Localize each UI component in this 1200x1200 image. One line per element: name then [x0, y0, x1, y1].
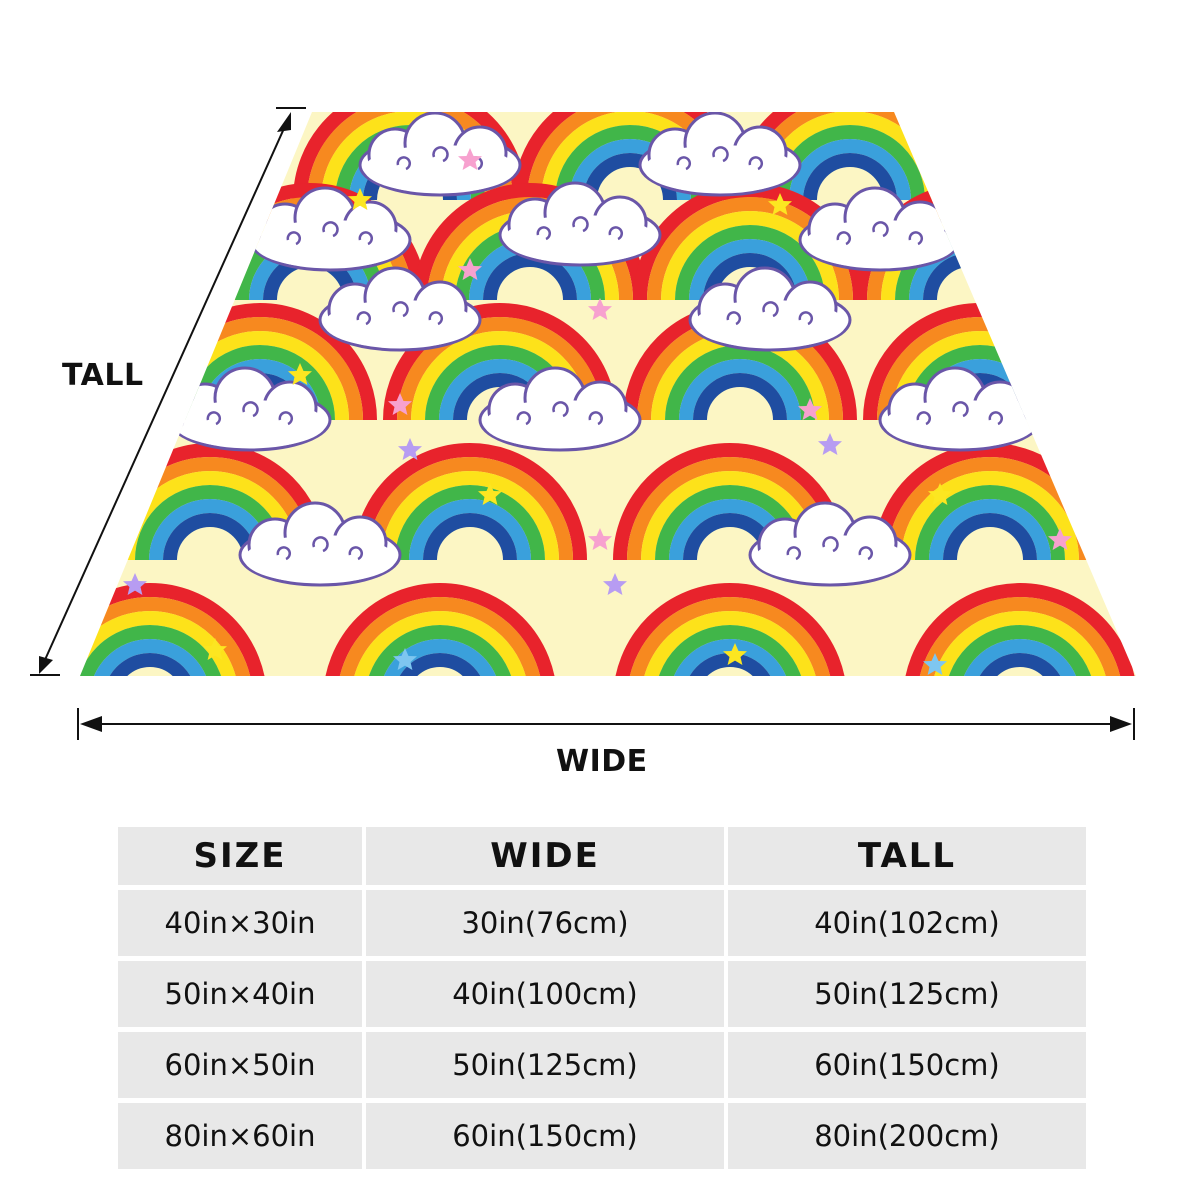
table-row: 80in×60in 60in(150cm) 80in(200cm): [118, 1103, 1086, 1169]
header-wide: WIDE: [366, 827, 724, 885]
tall-cell: 50in(125cm): [728, 961, 1086, 1027]
size-cell: 60in×50in: [118, 1032, 362, 1098]
tall-label: TALL: [62, 358, 144, 393]
tall-dimension-arrow: [30, 107, 306, 676]
wide-cell: 60in(150cm): [366, 1103, 724, 1169]
tall-cell: 60in(150cm): [728, 1032, 1086, 1098]
blanket-illustration: [30, 107, 1136, 740]
table-row: 40in×30in 30in(76cm) 40in(102cm): [118, 890, 1086, 956]
tall-cell: 80in(200cm): [728, 1103, 1086, 1169]
table-row: 50in×40in 40in(100cm) 50in(125cm): [118, 961, 1086, 1027]
table-header-row: SIZE WIDE TALL: [118, 827, 1086, 885]
tall-cell: 40in(102cm): [728, 890, 1086, 956]
wide-cell: 30in(76cm): [366, 890, 724, 956]
size-cell: 40in×30in: [118, 890, 362, 956]
header-tall: TALL: [728, 827, 1086, 885]
size-cell: 50in×40in: [118, 961, 362, 1027]
wide-label: WIDE: [556, 744, 648, 779]
wide-cell: 50in(125cm): [366, 1032, 724, 1098]
table-row: 60in×50in 50in(125cm) 60in(150cm): [118, 1032, 1086, 1098]
wide-cell: 40in(100cm): [366, 961, 724, 1027]
header-size: SIZE: [118, 827, 362, 885]
size-cell: 80in×60in: [118, 1103, 362, 1169]
size-table: SIZE WIDE TALL 40in×30in 30in(76cm) 40in…: [114, 822, 1090, 1174]
wide-dimension-arrow: [77, 708, 1135, 740]
